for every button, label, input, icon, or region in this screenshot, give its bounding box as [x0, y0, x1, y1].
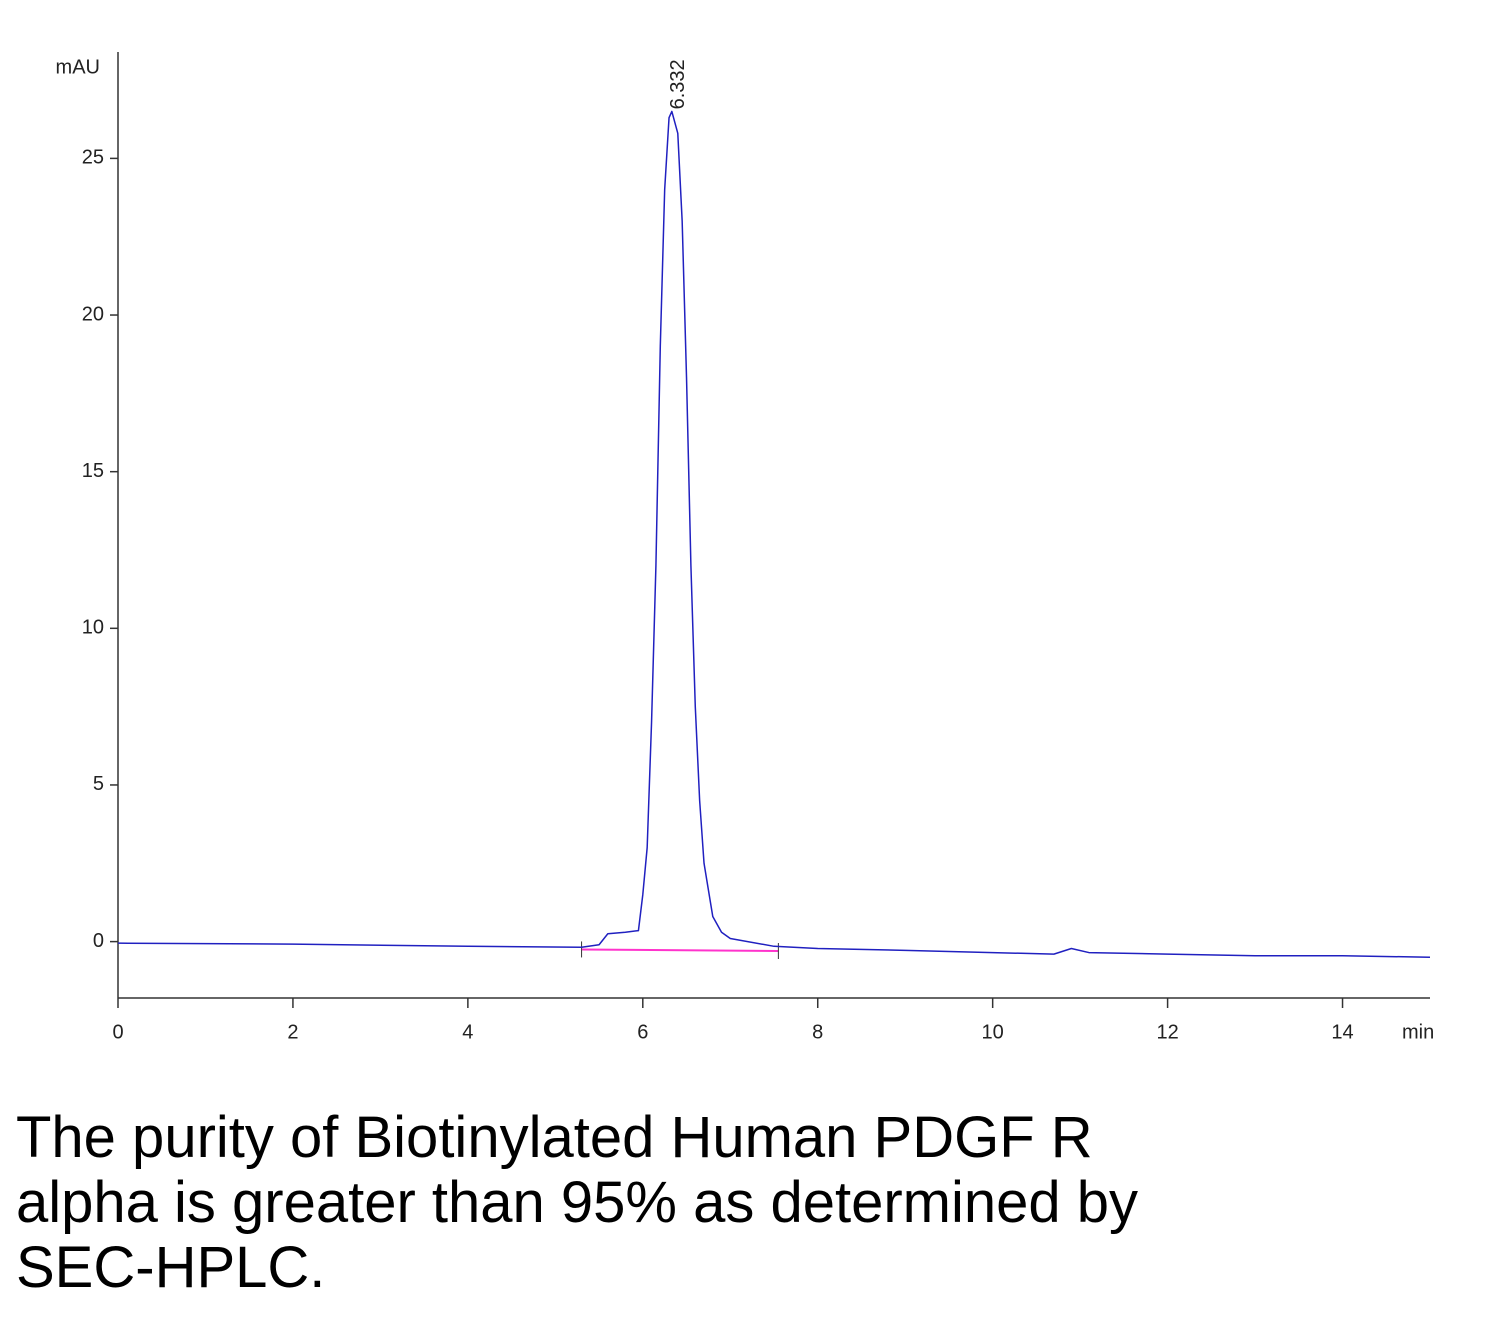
y-axis-label: mAU — [56, 56, 100, 78]
x-tick-label: 4 — [462, 1021, 473, 1043]
x-tick-label: 8 — [812, 1021, 823, 1043]
x-tick-label: 0 — [112, 1021, 123, 1043]
peak-label: 6.332 — [667, 59, 689, 109]
x-tick-label: 12 — [1156, 1021, 1178, 1043]
x-tick-label: 6 — [637, 1021, 648, 1043]
caption-line: SEC-HPLC. — [16, 1235, 326, 1300]
chromatogram-line — [117, 110, 1431, 959]
caption-line: The purity of Biotinylated Human PDGF R — [16, 1105, 1093, 1170]
x-axis-label: min — [1402, 1021, 1434, 1043]
y-tick-label: 20 — [82, 303, 104, 325]
caption: The purity of Biotinylated Human PDGF R … — [16, 1105, 1138, 1300]
y-tick-label: 0 — [93, 930, 104, 952]
y-tick-label: 5 — [93, 773, 104, 795]
integration-baseline — [581, 948, 779, 953]
x-tick-label: 14 — [1331, 1021, 1353, 1043]
y-tick-label: 10 — [82, 617, 104, 639]
x-tick-label: 2 — [287, 1021, 298, 1043]
caption-line: alpha is greater than 95% as determined … — [16, 1170, 1139, 1235]
y-tick-label: 25 — [82, 147, 104, 169]
chart: mAU min 0 5 10 15 20 25 0 2 4 6 8 10 12 14 6.332 — [56, 52, 1434, 1043]
x-tick-label: 10 — [982, 1021, 1004, 1043]
y-tick-label: 15 — [82, 460, 104, 482]
